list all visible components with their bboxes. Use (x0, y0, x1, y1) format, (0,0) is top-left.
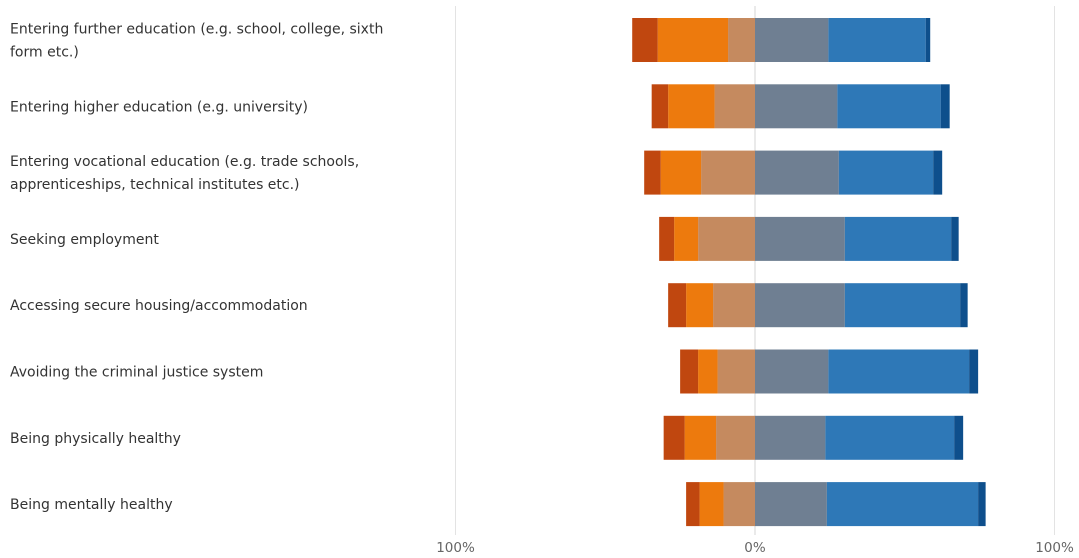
bar-row2-series2 (701, 150, 755, 195)
bar-row6-series3 (755, 415, 826, 460)
bar-row3-series2 (698, 216, 755, 261)
bar-row5-series5 (969, 349, 979, 394)
bar-row0-series1 (657, 18, 729, 62)
bar-row7-series0 (686, 482, 700, 527)
bar-row7-series4 (826, 482, 979, 527)
bar-row6-series5 (954, 415, 964, 460)
category-label-0: Entering further education (e.g. school,… (10, 22, 383, 61)
bar-row1-series1 (668, 84, 715, 129)
bar-row6-series0 (663, 415, 685, 460)
bar-row7-series5 (978, 482, 986, 527)
category-label-2: Entering vocational education (e.g. trad… (10, 154, 359, 193)
bar-row4-series3 (755, 283, 845, 328)
bar-row2-series3 (755, 150, 839, 195)
bar-row7-series3 (755, 482, 827, 527)
x-tick-label-1: 0% (744, 540, 766, 556)
bar-row5-series3 (755, 349, 829, 394)
category-label-6: Being physically healthy (10, 431, 181, 447)
bar-row4-series2 (713, 283, 755, 328)
bar-row0-series4 (828, 18, 926, 62)
bar-row3-series5 (951, 216, 959, 261)
bars (632, 18, 986, 527)
x-tick-label-0: 100% (436, 540, 475, 556)
bar-row0-series3 (755, 18, 829, 62)
bar-row5-series2 (717, 349, 755, 394)
bar-row2-series5 (933, 150, 943, 195)
bar-row1-series5 (940, 84, 950, 129)
bar-row2-series1 (660, 150, 702, 195)
category-labels: Entering further education (e.g. school,… (10, 22, 383, 514)
bar-row1-series3 (755, 84, 838, 129)
bar-row1-series2 (714, 84, 755, 129)
bar-row4-series1 (686, 283, 714, 328)
bar-row5-series1 (698, 349, 718, 394)
bar-row7-series2 (723, 482, 755, 527)
category-label-3: Seeking employment (10, 232, 159, 248)
bar-row0-series2 (728, 18, 755, 62)
bar-row2-series4 (838, 150, 934, 195)
x-tick-label-2: 100% (1035, 540, 1074, 556)
category-label-7: Being mentally healthy (10, 497, 173, 513)
category-label-4: Accessing secure housing/accommodation (10, 298, 308, 314)
bar-row1-series4 (837, 84, 941, 129)
bar-row6-series2 (716, 415, 755, 460)
bar-row3-series1 (674, 216, 699, 261)
category-label-5: Avoiding the criminal justice system (10, 365, 263, 381)
bar-row6-series4 (825, 415, 955, 460)
bar-row3-series4 (844, 216, 952, 261)
bar-row3-series3 (755, 216, 845, 261)
bar-row5-series0 (680, 349, 699, 394)
bar-row6-series1 (684, 415, 717, 460)
bar-row5-series4 (828, 349, 970, 394)
bar-row0-series0 (632, 18, 658, 62)
bar-row1-series0 (651, 84, 669, 129)
category-label-1: Entering higher education (e.g. universi… (10, 99, 308, 115)
bar-row4-series5 (960, 283, 968, 328)
bar-row7-series1 (699, 482, 724, 527)
x-tick-labels: 100% 0% 100% (436, 540, 1074, 556)
bar-row4-series4 (844, 283, 961, 328)
bar-row4-series0 (668, 283, 687, 328)
bar-row2-series0 (644, 150, 661, 195)
bar-row3-series0 (659, 216, 675, 261)
bar-row0-series5 (925, 18, 931, 62)
